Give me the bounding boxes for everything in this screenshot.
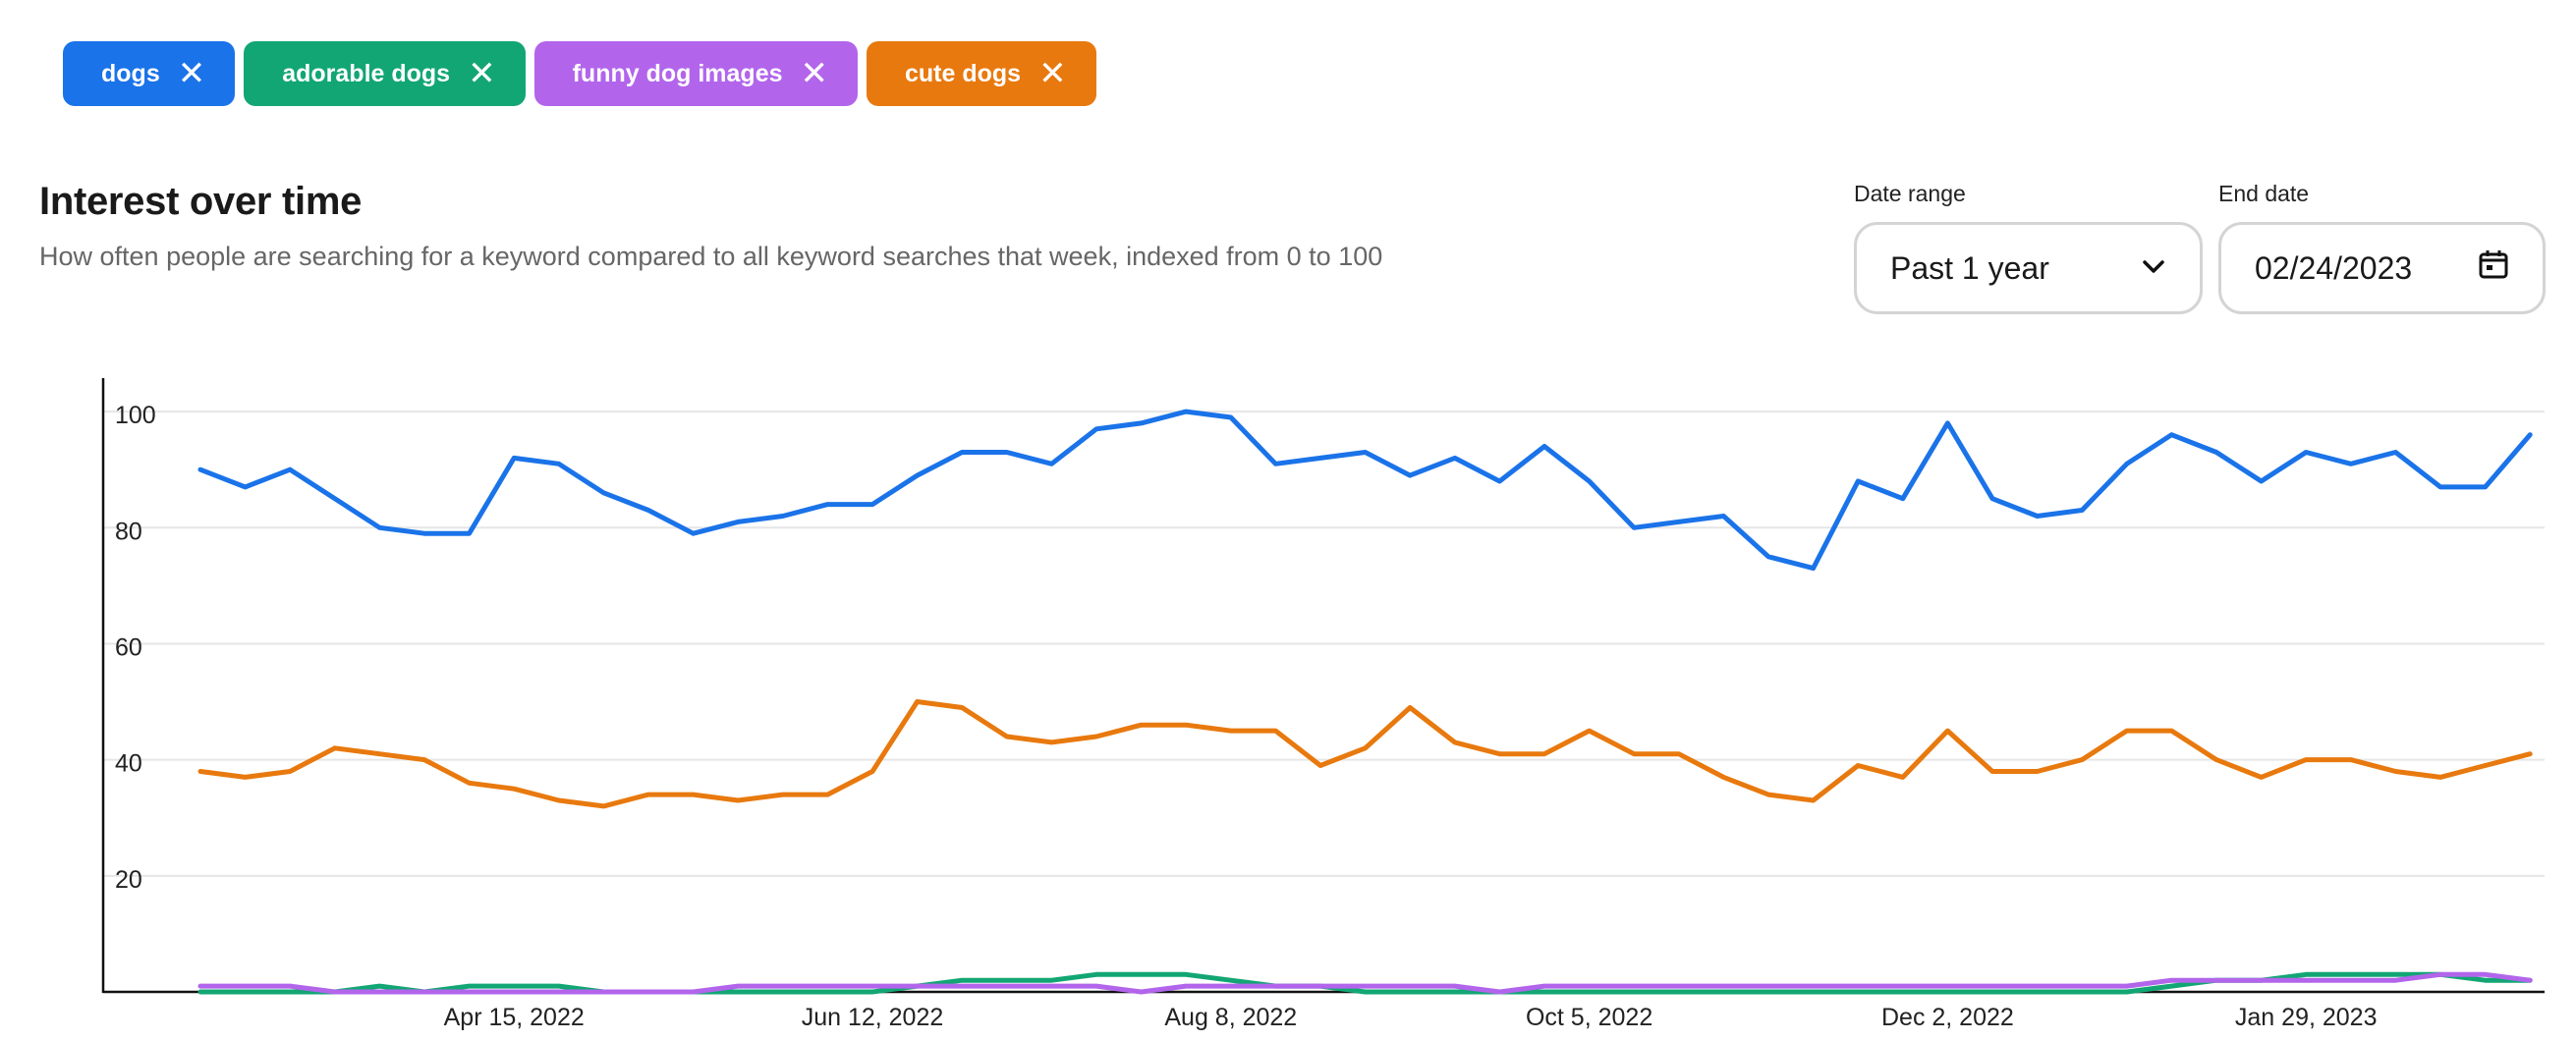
keyword-chips: dogs ✕ adorable dogs ✕ funny dog images … (63, 41, 1096, 106)
x-tick-label: Apr 15, 2022 (444, 1004, 585, 1031)
series-line-adorable-dogs (197, 971, 2533, 995)
end-date-value: 02/24/2023 (2255, 249, 2413, 286)
y-tick-label: 20 (115, 866, 142, 894)
chevron-down-icon (2141, 250, 2166, 287)
close-icon[interactable]: ✕ (800, 55, 829, 92)
x-tick-label: Oct 5, 2022 (1526, 1004, 1652, 1031)
interest-line-chart: 20 40 60 80 100 Apr 15, 2022 Jun 12, 2022 Aug 8… (101, 378, 2545, 1031)
close-icon[interactable]: ✕ (177, 55, 206, 92)
y-tick-label: 100 (115, 402, 156, 429)
series-line-dogs (197, 409, 2533, 572)
y-tick-label: 40 (115, 750, 142, 778)
close-icon[interactable]: ✕ (1038, 55, 1067, 92)
x-tick-label: Jan 29, 2023 (2235, 1004, 2378, 1031)
keyword-chip-cute-dogs[interactable]: cute dogs ✕ (867, 41, 1096, 106)
keyword-chip-label: cute dogs (905, 59, 1022, 87)
end-date-label: End date (2218, 181, 2310, 206)
chart-title: Interest over time (39, 180, 363, 223)
keyword-chip-label: dogs (101, 59, 160, 87)
keyword-chip-label: adorable dogs (282, 59, 451, 87)
end-date-input[interactable]: 02/24/2023 (2218, 222, 2546, 314)
chart-subtitle: How often people are searching for a key… (39, 242, 1383, 271)
keyword-chip-adorable-dogs[interactable]: adorable dogs ✕ (244, 41, 526, 106)
calendar-icon[interactable] (2478, 248, 2509, 288)
x-tick-label: Dec 2, 2022 (1881, 1004, 2014, 1031)
close-icon[interactable]: ✕ (468, 55, 496, 92)
series-line-cute-dogs (197, 699, 2533, 809)
x-tick-label: Jun 12, 2022 (802, 1004, 944, 1031)
keyword-chip-dogs[interactable]: dogs ✕ (63, 41, 236, 106)
y-tick-label: 80 (115, 518, 142, 545)
date-range-value: Past 1 year (1890, 249, 2049, 286)
y-tick-label: 60 (115, 633, 142, 661)
date-range-label: Date range (1854, 181, 1966, 206)
date-range-select[interactable]: Past 1 year (1854, 222, 2203, 314)
series-line-funny-dog-images (197, 971, 2533, 995)
x-tick-label: Aug 8, 2022 (1164, 1004, 1297, 1031)
keyword-chip-label: funny dog images (572, 59, 783, 87)
keyword-chip-funny-dog-images[interactable]: funny dog images ✕ (533, 41, 858, 106)
